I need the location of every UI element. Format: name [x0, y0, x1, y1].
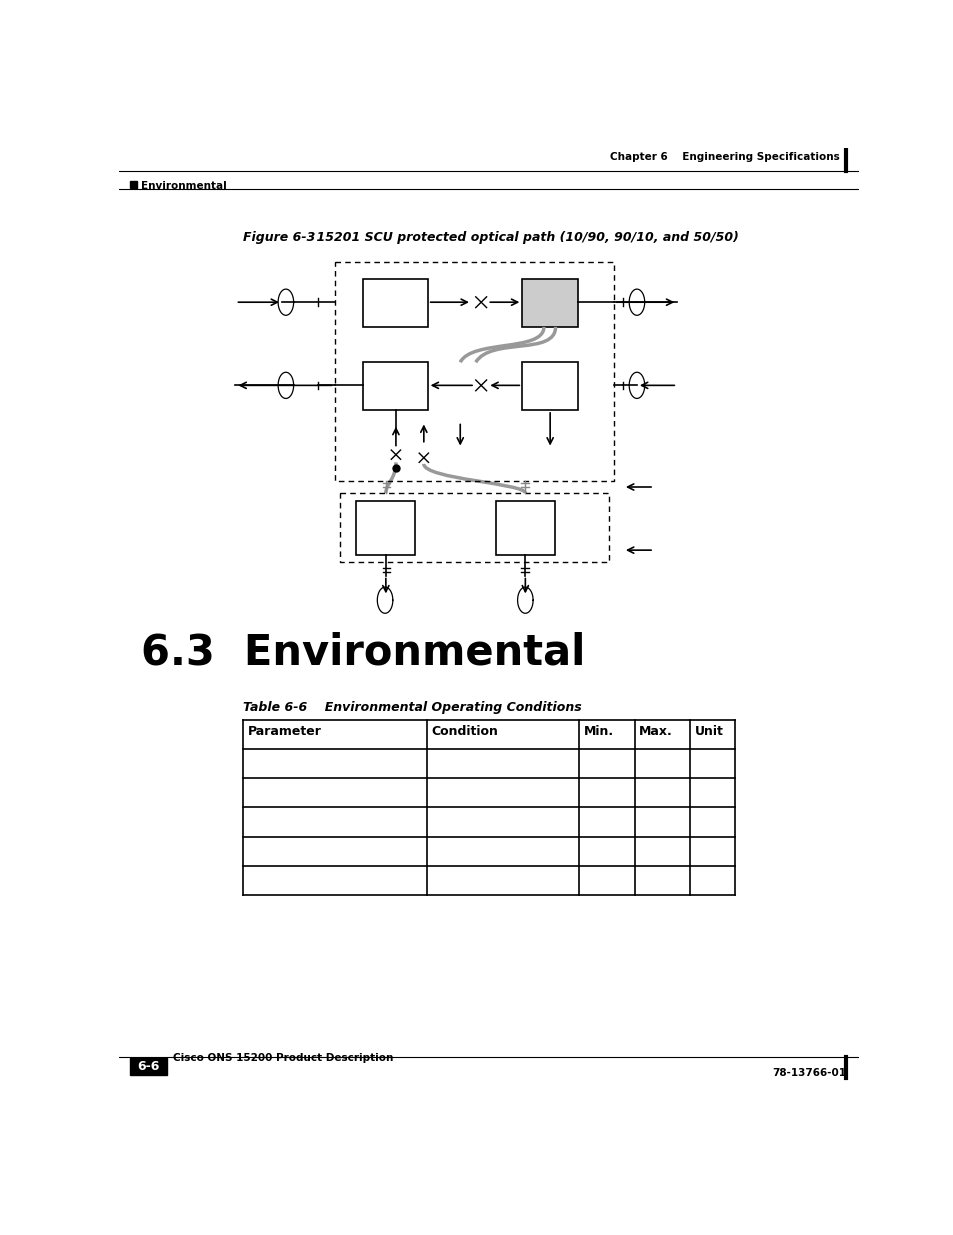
- Text: Cisco ONS 15200 Product Description: Cisco ONS 15200 Product Description: [173, 1053, 394, 1063]
- Text: Chapter 6    Engineering Specifications: Chapter 6 Engineering Specifications: [610, 152, 840, 162]
- Text: Unit: Unit: [695, 725, 723, 739]
- Bar: [355, 501, 415, 555]
- Bar: [521, 362, 578, 410]
- Bar: [130, 1058, 167, 1076]
- Text: Condition: Condition: [431, 725, 497, 739]
- Text: Max.: Max.: [639, 725, 672, 739]
- Bar: [521, 279, 578, 327]
- Bar: [130, 182, 137, 188]
- Text: 78-13766-01: 78-13766-01: [771, 1067, 845, 1078]
- Text: 6.3  Environmental: 6.3 Environmental: [141, 632, 585, 674]
- Text: Table 6-6    Environmental Operating Conditions: Table 6-6 Environmental Operating Condit…: [243, 701, 581, 714]
- Bar: [496, 501, 555, 555]
- Bar: [363, 279, 427, 327]
- Text: Min.: Min.: [583, 725, 613, 739]
- Text: Parameter: Parameter: [248, 725, 321, 739]
- Text: Figure 6-3: Figure 6-3: [243, 231, 315, 245]
- Text: Environmental: Environmental: [141, 180, 227, 190]
- Text: 15201 SCU protected optical path (10/90, 90/10, and 50/50): 15201 SCU protected optical path (10/90,…: [298, 231, 739, 245]
- Text: 6-6: 6-6: [137, 1060, 160, 1073]
- Bar: [363, 362, 427, 410]
